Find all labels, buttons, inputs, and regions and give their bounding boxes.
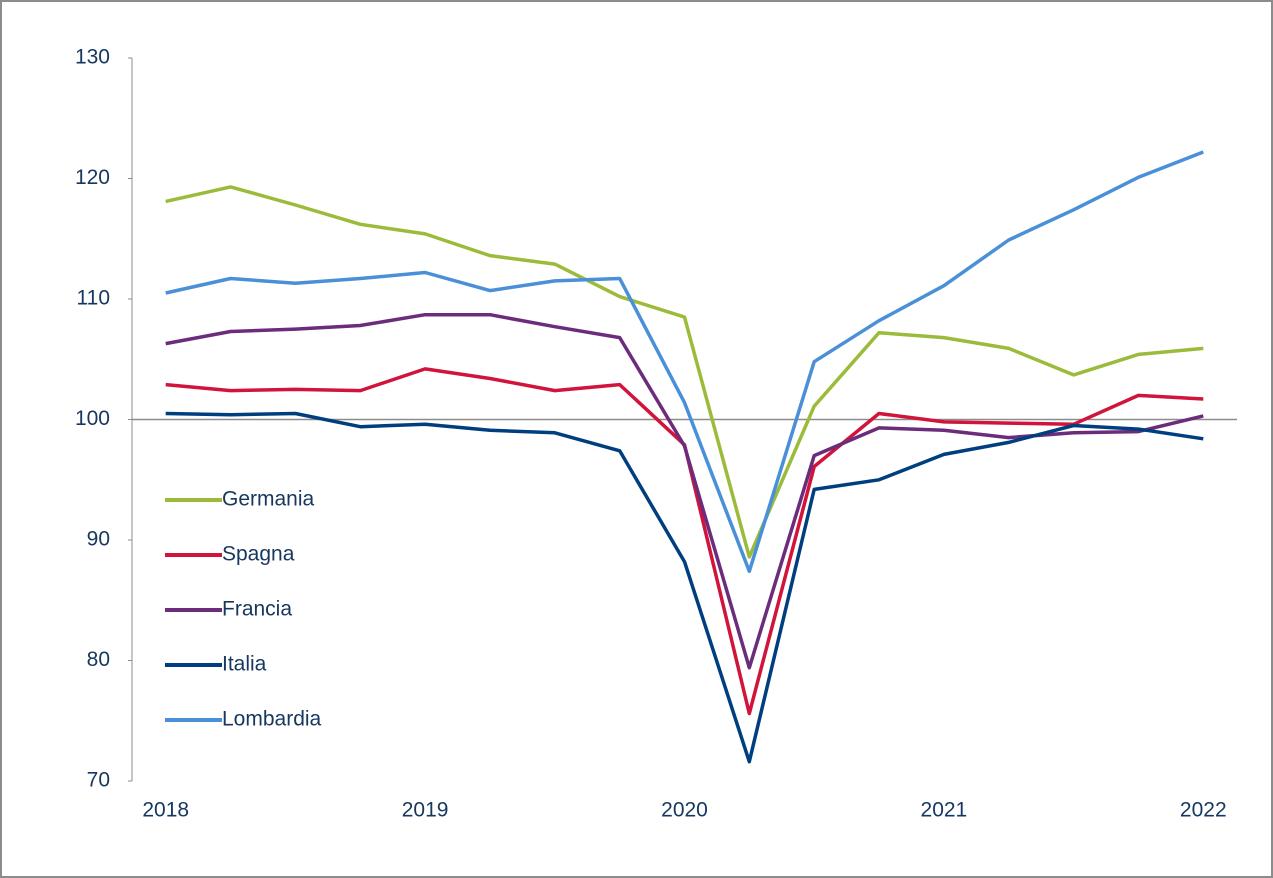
y-tick-label: 120 (75, 166, 110, 189)
y-tick-label: 90 (87, 528, 110, 551)
legend-label: Francia (222, 598, 292, 621)
x-tick-label: 2018 (142, 799, 189, 822)
y-tick-label: 100 (75, 407, 110, 430)
x-tick-label: 2022 (1180, 799, 1227, 822)
x-tick-label: 2019 (402, 799, 449, 822)
legend-label: Lombardia (222, 708, 322, 731)
series-line (165, 411, 1204, 764)
series-line (165, 150, 1204, 574)
legend-label: Spagna (222, 543, 295, 566)
y-tick-label: 70 (87, 769, 110, 792)
y-tick-label: 130 (75, 46, 110, 69)
y-tick-label: 110 (77, 287, 110, 310)
x-tick-label: 2020 (661, 799, 708, 822)
series-line (165, 185, 1204, 559)
x-tick-label: 2021 (921, 799, 968, 822)
legend-label: Italia (222, 653, 267, 676)
legend-label: Germania (222, 488, 315, 511)
y-tick-label: 80 (87, 648, 110, 671)
